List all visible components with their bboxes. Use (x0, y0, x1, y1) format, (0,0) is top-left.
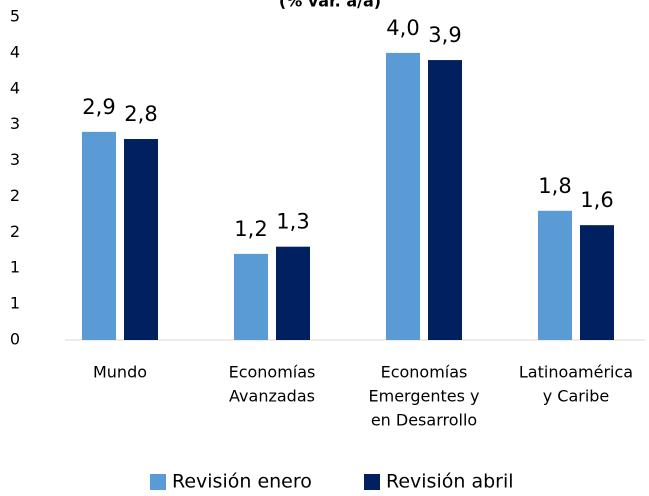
y-tick-label: 3 (10, 114, 20, 133)
bar (82, 131, 116, 340)
y-tick-label: 0 (10, 330, 20, 349)
bar (124, 139, 158, 340)
y-tick-label: 2 (10, 186, 20, 205)
x-tick-label: Emergentes y (369, 387, 480, 406)
y-tick-label: 1 (10, 294, 20, 313)
bar (276, 246, 310, 340)
x-tick-label: y Caribe (543, 387, 610, 406)
y-tick-label: 4 (10, 42, 20, 61)
y-tick-label: 4 (10, 78, 20, 97)
x-tick-label: Economías (229, 363, 316, 382)
chart-title: (% var. a/a) (279, 0, 381, 11)
y-tick-label: 3 (10, 150, 20, 169)
x-tick-label: Economías (381, 363, 468, 382)
x-tick-label: Latinoamérica (519, 363, 633, 382)
legend-label: Revisión abril (386, 471, 514, 493)
y-tick-label: 5 (10, 7, 20, 26)
bar (428, 60, 462, 341)
data-label: 1,2 (234, 217, 267, 241)
bar (234, 253, 268, 340)
bar (538, 210, 572, 340)
data-label: 4,0 (386, 16, 419, 40)
legend-swatch (150, 474, 166, 490)
x-tick-label: Avanzadas (229, 387, 315, 406)
data-label: 1,8 (538, 174, 571, 198)
x-tick-label: Mundo (93, 363, 147, 382)
data-label: 3,9 (428, 23, 461, 47)
data-label: 1,6 (580, 188, 613, 212)
x-tick-label: en Desarrollo (371, 411, 477, 430)
data-label: 2,9 (82, 95, 115, 119)
y-tick-label: 2 (10, 222, 20, 241)
legend-swatch (364, 474, 380, 490)
y-tick-label: 1 (10, 258, 20, 277)
bar (580, 225, 614, 340)
data-label: 2,8 (124, 102, 157, 126)
legend-label: Revisión enero (172, 471, 312, 493)
bar (386, 52, 420, 341)
data-label: 1,3 (276, 210, 309, 234)
